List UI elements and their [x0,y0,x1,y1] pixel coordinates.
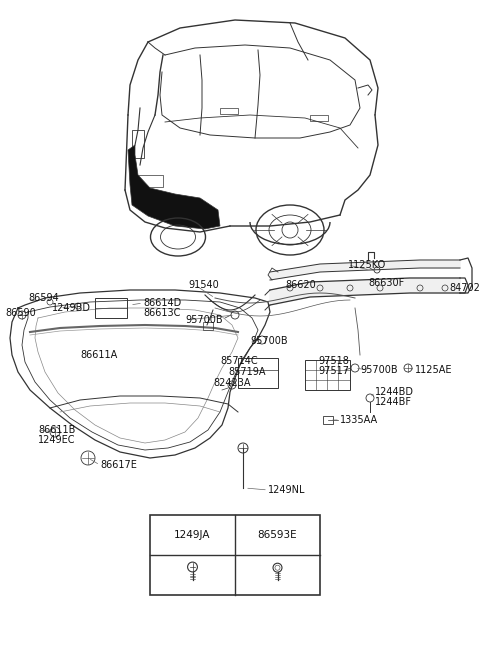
Text: 97518: 97518 [318,356,349,366]
Text: 95700B: 95700B [185,315,223,325]
Text: 86594: 86594 [28,293,59,303]
Bar [323,416,333,424]
Text: 85714C: 85714C [220,356,258,366]
Polygon shape [270,260,460,280]
Text: 86611B: 86611B [38,425,75,435]
Bar [220,108,238,114]
Bar [95,298,127,318]
Text: 86617E: 86617E [100,460,137,470]
Text: 1249BD: 1249BD [52,303,91,313]
Text: 86620: 86620 [285,280,316,290]
Text: 95700B: 95700B [250,336,288,346]
Bar [132,130,144,158]
Bar [150,515,320,595]
Text: 86590: 86590 [5,308,36,318]
Text: 86593E: 86593E [258,530,297,540]
Text: 86630F: 86630F [368,278,404,288]
Text: 91540: 91540 [188,280,219,290]
Text: 1249JA: 1249JA [174,530,211,540]
Text: 1249EC: 1249EC [38,435,75,445]
Text: 1249NL: 1249NL [268,485,305,495]
Text: 1335AA: 1335AA [340,415,378,425]
Text: 1244BF: 1244BF [375,397,412,407]
Bar [305,360,350,390]
Bar [138,175,163,187]
Polygon shape [270,278,460,305]
Text: 85719A: 85719A [228,367,265,377]
Bar [310,115,328,121]
Text: 86614D: 86614D [143,298,181,308]
Text: 82423A: 82423A [213,378,251,388]
Text: 86611A: 86611A [80,350,117,360]
Text: 97517: 97517 [318,366,349,376]
Polygon shape [128,145,220,229]
Bar [203,322,213,330]
Text: 84702: 84702 [449,283,480,293]
Text: 1244BD: 1244BD [375,387,414,397]
Text: 1125KO: 1125KO [348,260,386,270]
Text: 1125AE: 1125AE [415,365,453,375]
Text: 95700B: 95700B [360,365,397,375]
Text: 86613C: 86613C [143,308,180,318]
Bar [238,358,278,388]
